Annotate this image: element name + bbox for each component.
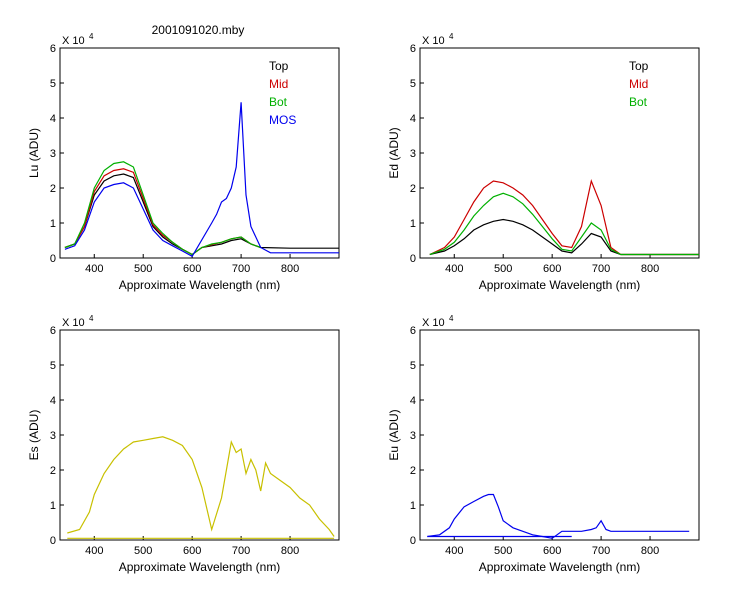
- y-tick-label: 5: [410, 360, 416, 372]
- legend-entry-top: Top: [629, 59, 649, 73]
- x-tick-label: 800: [281, 263, 299, 275]
- y-tick-label: 5: [410, 78, 416, 90]
- series-line-0: [67, 436, 335, 537]
- legend-entry-bot: Bot: [629, 95, 648, 109]
- series-line-mos: [64, 102, 339, 258]
- series-line-bot: [429, 192, 699, 256]
- plot-frame: [59, 329, 340, 541]
- legend-entry-mid: Mid: [269, 77, 288, 91]
- y-tick-label: 1: [410, 218, 416, 230]
- y-tick-label: 6: [410, 325, 416, 337]
- x-tick-label: 800: [281, 545, 299, 557]
- y-scale-exponent: 4: [89, 314, 94, 323]
- plot-frame: [419, 329, 700, 541]
- x-tick-label: 500: [134, 545, 152, 557]
- x-axis-label: Approximate Wavelength (nm): [479, 278, 641, 292]
- chart-es: 0 1 2 3 4 5 6 400 500 600 700 800 X 10 4 Approximate W…: [27, 314, 340, 574]
- series-line-bot: [64, 161, 261, 256]
- y-tick-label: 2: [410, 183, 416, 195]
- y-scale-label: X 10: [422, 35, 445, 47]
- y-tick-label: 2: [50, 183, 56, 195]
- x-tick-label: 600: [183, 545, 201, 557]
- series-line-0: [427, 493, 690, 539]
- x-axis-label: Approximate Wavelength (nm): [479, 560, 641, 574]
- x-tick-label: 600: [543, 545, 561, 557]
- x-tick-label: 400: [445, 545, 463, 557]
- series-group: [64, 102, 339, 258]
- x-tick-label: 700: [592, 545, 610, 557]
- y-tick-label: 3: [50, 148, 56, 160]
- x-tick-label: 500: [494, 263, 512, 275]
- plot-frame: [59, 47, 340, 259]
- chart-lu: 0 1 2 3 4 5 6 400 500 600 700 800 X 10 4 Approximate W…: [27, 32, 340, 292]
- x-tick-label: 400: [85, 263, 103, 275]
- legend-entry-mid: Mid: [629, 77, 648, 91]
- y-tick-label: 6: [50, 43, 56, 55]
- series-line-top: [64, 173, 339, 256]
- y-tick-label: 6: [410, 43, 416, 55]
- y-tick-label: 2: [50, 465, 56, 477]
- x-tick-label: 400: [85, 545, 103, 557]
- plot-frame: [419, 47, 700, 259]
- y-axis-label: Ed (ADU): [387, 127, 401, 178]
- y-tick-label: 5: [50, 78, 56, 90]
- y-tick-label: 1: [50, 218, 56, 230]
- y-scale-label: X 10: [62, 317, 85, 329]
- x-tick-label: 700: [592, 263, 610, 275]
- x-tick-label: 500: [134, 263, 152, 275]
- y-tick-label: 6: [50, 325, 56, 337]
- series-group: [67, 436, 335, 539]
- series-line-mid: [429, 178, 699, 256]
- y-axis-label: Es (ADU): [27, 410, 41, 461]
- y-tick-label: 4: [50, 395, 56, 407]
- y-tick-label: 0: [410, 253, 416, 265]
- x-tick-label: 600: [183, 263, 201, 275]
- x-axis-label: Approximate Wavelength (nm): [119, 278, 281, 292]
- x-axis-label: Approximate Wavelength (nm): [119, 560, 281, 574]
- y-tick-label: 4: [410, 395, 416, 407]
- chart-eu: 0 1 2 3 4 5 6 400 500 600 700 800 X 10 4 Approximate W…: [387, 314, 700, 574]
- y-scale-label: X 10: [422, 317, 445, 329]
- y-scale-exponent: 4: [449, 314, 454, 323]
- y-scale-label: X 10: [62, 35, 85, 47]
- y-tick-label: 3: [410, 430, 416, 442]
- x-tick-label: 800: [641, 545, 659, 557]
- chart-ed: 0 1 2 3 4 5 6 400 500 600 700 800 X 10 4 Approximate W…: [387, 32, 700, 292]
- y-tick-label: 4: [50, 113, 56, 125]
- y-scale-exponent: 4: [89, 32, 94, 41]
- legend-entry-top: Top: [269, 59, 289, 73]
- figure-title: 2001091020.mby: [152, 23, 245, 37]
- y-tick-label: 0: [50, 253, 56, 265]
- y-tick-label: 3: [50, 430, 56, 442]
- series-group: [427, 493, 690, 539]
- x-tick-label: 400: [445, 263, 463, 275]
- x-tick-label: 500: [494, 545, 512, 557]
- series-line-top: [429, 218, 699, 256]
- y-scale-exponent: 4: [449, 32, 454, 41]
- y-tick-label: 3: [410, 148, 416, 160]
- y-tick-label: 1: [50, 500, 56, 512]
- x-tick-label: 800: [641, 263, 659, 275]
- legend-entry-bot: Bot: [269, 95, 288, 109]
- x-tick-label: 700: [232, 545, 250, 557]
- y-tick-label: 1: [410, 500, 416, 512]
- legend-entry-mos: MOS: [269, 113, 296, 127]
- y-tick-label: 5: [50, 360, 56, 372]
- y-tick-label: 2: [410, 465, 416, 477]
- x-tick-label: 600: [543, 263, 561, 275]
- y-tick-label: 0: [50, 535, 56, 547]
- series-group: [429, 178, 699, 256]
- series-line-mid: [64, 168, 261, 256]
- y-tick-label: 0: [410, 535, 416, 547]
- x-tick-label: 700: [232, 263, 250, 275]
- y-tick-label: 4: [410, 113, 416, 125]
- y-axis-label: Eu (ADU): [387, 409, 401, 460]
- y-axis-label: Lu (ADU): [27, 128, 41, 178]
